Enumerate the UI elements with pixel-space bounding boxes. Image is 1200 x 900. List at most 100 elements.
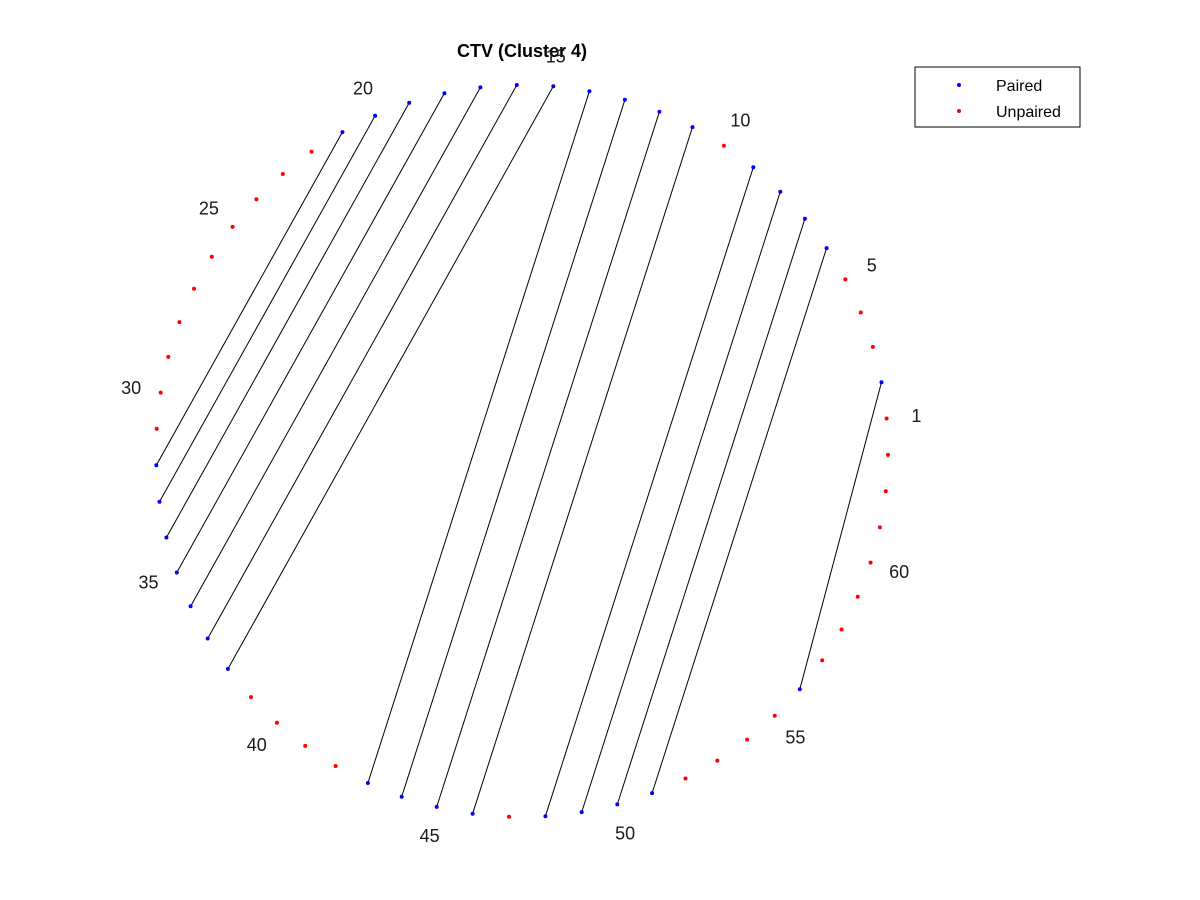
paired-dot-15 bbox=[551, 84, 556, 89]
paired-dot-2 bbox=[879, 380, 884, 385]
paired-dot-33 bbox=[157, 499, 162, 504]
pair-line-2-56 bbox=[799, 382, 882, 690]
paired-dot-16 bbox=[514, 83, 519, 87]
unpaired-dot-24 bbox=[254, 197, 259, 202]
position-dots bbox=[154, 83, 890, 819]
paired-dot-19 bbox=[407, 100, 412, 105]
paired-dot-56 bbox=[797, 687, 802, 692]
unpaired-dot-63 bbox=[886, 452, 890, 457]
position-label-45: 45 bbox=[420, 826, 440, 846]
unpaired-dot-42 bbox=[333, 764, 338, 768]
legend-label-paired: Paired bbox=[996, 78, 1042, 95]
unpaired-dot-62 bbox=[883, 489, 888, 494]
unpaired-dot-60 bbox=[868, 560, 873, 565]
position-label-30: 30 bbox=[121, 378, 141, 398]
pair-line-6-51 bbox=[651, 247, 828, 794]
pair-line-8-49 bbox=[581, 191, 781, 813]
unpaired-dot-27 bbox=[192, 286, 196, 291]
paired-dot-38 bbox=[225, 666, 230, 671]
pair-line-19-34 bbox=[165, 102, 410, 538]
paired-dot-45 bbox=[434, 804, 439, 809]
pair-lines bbox=[155, 84, 882, 817]
paired-dot-35 bbox=[174, 570, 179, 575]
paired-dot-48 bbox=[543, 814, 548, 819]
paired-dot-46 bbox=[470, 811, 475, 816]
unpaired-dot-23 bbox=[280, 172, 285, 176]
position-label-35: 35 bbox=[138, 572, 158, 592]
paired-dot-13 bbox=[622, 97, 627, 102]
unpaired-dot-30 bbox=[158, 390, 163, 395]
legend-marker-unpaired bbox=[957, 109, 961, 113]
paired-dot-20 bbox=[373, 113, 378, 118]
position-label-10: 10 bbox=[730, 111, 750, 131]
paired-dot-7 bbox=[802, 216, 807, 221]
paired-dot-8 bbox=[778, 189, 783, 194]
unpaired-dot-61 bbox=[877, 525, 882, 530]
paired-dot-50 bbox=[615, 802, 620, 807]
unpaired-dot-53 bbox=[715, 758, 720, 763]
position-label-55: 55 bbox=[785, 727, 805, 747]
legend-marker-paired bbox=[957, 83, 961, 87]
paired-dot-37 bbox=[205, 636, 210, 641]
position-label-1: 1 bbox=[911, 406, 921, 426]
pair-line-17-36 bbox=[190, 87, 481, 607]
position-label-40: 40 bbox=[247, 735, 267, 755]
unpaired-dot-39 bbox=[249, 695, 253, 700]
paired-dot-17 bbox=[478, 85, 483, 90]
unpaired-dot-58 bbox=[839, 627, 844, 632]
paired-dot-32 bbox=[154, 463, 159, 468]
pair-line-9-48 bbox=[544, 167, 754, 817]
unpaired-dot-5 bbox=[843, 277, 848, 282]
pair-line-11-46 bbox=[472, 126, 693, 814]
paired-dot-6 bbox=[824, 246, 829, 251]
unpaired-dot-54 bbox=[745, 737, 750, 742]
unpaired-dot-3 bbox=[870, 344, 875, 349]
legend: Paired Unpaired bbox=[914, 66, 1081, 128]
legend-label-unpaired: Unpaired bbox=[996, 104, 1061, 121]
unpaired-dot-41 bbox=[303, 743, 308, 748]
position-label-60: 60 bbox=[889, 562, 909, 582]
paired-dot-34 bbox=[164, 535, 169, 540]
unpaired-dot-1 bbox=[884, 416, 889, 421]
paired-dot-49 bbox=[579, 810, 584, 815]
unpaired-dot-22 bbox=[309, 149, 314, 154]
pair-line-21-32 bbox=[155, 131, 343, 466]
pair-line-12-45 bbox=[436, 111, 660, 808]
position-label-50: 50 bbox=[615, 823, 635, 843]
pair-line-15-38 bbox=[227, 86, 554, 670]
position-label-5: 5 bbox=[867, 255, 877, 275]
unpaired-dot-59 bbox=[855, 594, 860, 599]
pair-line-18-35 bbox=[176, 93, 445, 573]
paired-dot-14 bbox=[587, 89, 592, 94]
unpaired-dot-29 bbox=[166, 354, 171, 359]
unpaired-dot-26 bbox=[209, 254, 214, 259]
unpaired-dot-47 bbox=[507, 814, 511, 819]
paired-dot-9 bbox=[751, 165, 756, 170]
pair-line-20-33 bbox=[159, 115, 376, 502]
pair-line-16-37 bbox=[207, 84, 518, 639]
unpaired-dot-28 bbox=[177, 320, 182, 325]
chart-title: CTV (Cluster 4) bbox=[457, 41, 587, 61]
pair-line-7-50 bbox=[616, 218, 806, 805]
pair-line-13-44 bbox=[401, 99, 626, 797]
unpaired-dot-10 bbox=[721, 143, 726, 148]
paired-dot-36 bbox=[188, 604, 193, 609]
pair-line-14-43 bbox=[367, 91, 590, 784]
paired-dot-12 bbox=[657, 109, 662, 114]
paired-dot-21 bbox=[340, 130, 345, 135]
legend-box bbox=[914, 66, 1081, 128]
paired-dot-18 bbox=[442, 91, 447, 96]
unpaired-dot-25 bbox=[230, 224, 235, 229]
unpaired-dot-4 bbox=[858, 310, 863, 315]
unpaired-dot-40 bbox=[274, 720, 279, 725]
unpaired-dot-57 bbox=[820, 658, 825, 663]
paired-dot-44 bbox=[399, 794, 404, 799]
paired-dot-11 bbox=[690, 125, 695, 130]
position-label-25: 25 bbox=[199, 199, 219, 219]
position-label-20: 20 bbox=[353, 78, 373, 98]
unpaired-dot-31 bbox=[154, 426, 159, 431]
paired-dot-51 bbox=[650, 791, 655, 796]
paired-dot-43 bbox=[365, 781, 370, 785]
